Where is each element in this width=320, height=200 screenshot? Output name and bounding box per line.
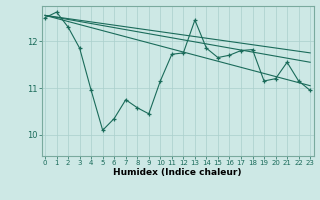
X-axis label: Humidex (Indice chaleur): Humidex (Indice chaleur) [113, 168, 242, 177]
